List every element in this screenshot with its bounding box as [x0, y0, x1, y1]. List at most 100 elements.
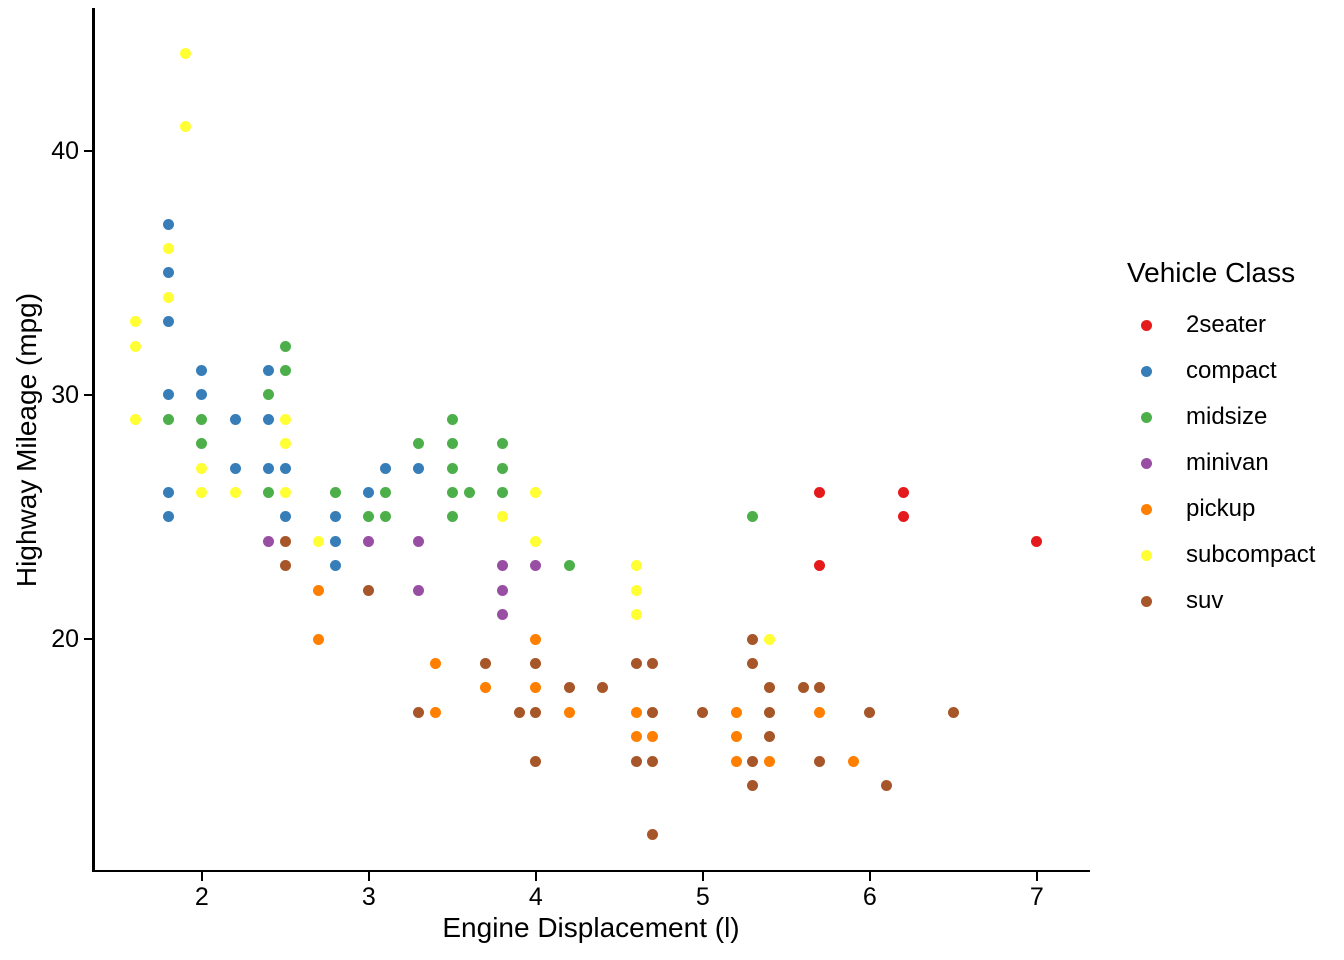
data-point [446, 413, 458, 425]
data-point [162, 267, 174, 279]
data-point [229, 413, 241, 425]
data-point [764, 706, 776, 718]
data-point [279, 438, 291, 450]
legend: Vehicle Class 2seater compact midsize miniv… [1127, 258, 1315, 624]
y-axis-line [92, 8, 95, 872]
data-point [179, 47, 191, 59]
y-tick-label: 30 [51, 380, 79, 409]
x-tick-mark [701, 871, 705, 881]
legend-items: 2seater compact midsize minivan pickup subcom… [1127, 302, 1315, 624]
data-point [363, 511, 375, 523]
data-point [329, 511, 341, 523]
y-axis-title: Highway Mileage (mpg) [11, 292, 42, 588]
data-point [563, 560, 575, 572]
data-point [647, 706, 659, 718]
legend-item: compact [1127, 348, 1315, 394]
data-point [563, 706, 575, 718]
data-point [747, 779, 759, 791]
data-point [413, 706, 425, 718]
data-point [196, 413, 208, 425]
data-point [530, 755, 542, 767]
data-point [797, 682, 809, 694]
data-point [730, 755, 742, 767]
data-point [129, 340, 141, 352]
data-point [496, 584, 508, 596]
data-point [430, 657, 442, 669]
data-point [380, 511, 391, 523]
data-point [630, 609, 642, 621]
data-point [430, 706, 442, 718]
x-tick-mark [367, 871, 371, 881]
data-point [229, 487, 241, 499]
data-point [647, 657, 659, 669]
data-point [263, 364, 275, 376]
data-point [162, 389, 174, 401]
data-point [530, 682, 542, 694]
data-point [413, 438, 425, 450]
data-point [747, 633, 759, 645]
x-axis-line [92, 869, 1090, 872]
legend-item-label: midsize [1186, 403, 1268, 430]
data-point [496, 560, 508, 572]
legend-item: midsize [1127, 394, 1315, 440]
x-tick-label: 5 [695, 883, 710, 911]
data-point [630, 560, 642, 572]
data-point [446, 487, 458, 499]
y-tick-label: 20 [51, 625, 79, 653]
data-point [630, 584, 642, 596]
legend-key-dot [1141, 411, 1152, 423]
x-tick-mark [200, 871, 204, 881]
data-point [647, 828, 659, 840]
data-point [764, 731, 776, 743]
data-point [496, 511, 508, 523]
legend-item-label: compact [1186, 357, 1277, 384]
data-point [881, 779, 892, 791]
data-point [363, 584, 375, 596]
data-point [263, 535, 275, 547]
legend-key-dot [1141, 457, 1152, 469]
data-point [747, 511, 759, 523]
data-point [630, 755, 642, 767]
legend-item-label: suv [1186, 587, 1224, 614]
data-point [363, 535, 375, 547]
legend-title: Vehicle Class [1127, 257, 1296, 288]
data-point [647, 755, 659, 767]
data-point [747, 755, 759, 767]
data-point [162, 413, 174, 425]
data-point [463, 487, 475, 499]
data-point [747, 657, 759, 669]
data-point [179, 120, 191, 132]
data-point [329, 487, 341, 499]
legend-item: pickup [1127, 486, 1315, 532]
data-point [279, 535, 291, 547]
data-point [764, 682, 776, 694]
data-point [647, 731, 659, 743]
x-tick-label: 4 [528, 883, 543, 911]
data-point [814, 560, 826, 572]
data-point [162, 511, 174, 523]
y-tick-label: 40 [51, 136, 79, 165]
x-tick-mark [1035, 871, 1039, 881]
x-axis-title: Engine Displacement (l) [442, 912, 740, 943]
y-tick-mark [84, 149, 94, 153]
data-point [530, 535, 542, 547]
data-point [229, 462, 241, 474]
data-point [162, 316, 174, 328]
data-point [597, 682, 609, 694]
data-point [446, 462, 458, 474]
x-tick-label: 2 [194, 883, 209, 911]
data-point [196, 438, 208, 450]
data-point [530, 487, 542, 499]
data-point [279, 560, 291, 572]
x-tick-mark [534, 871, 538, 881]
data-point [279, 462, 291, 474]
legend-item-label: subcompact [1186, 541, 1316, 568]
data-point [279, 413, 291, 425]
data-point [947, 706, 959, 718]
data-point [764, 755, 776, 767]
data-point [279, 511, 291, 523]
data-point [363, 487, 375, 499]
data-point [313, 633, 325, 645]
data-point [496, 487, 508, 499]
data-point [162, 242, 174, 254]
